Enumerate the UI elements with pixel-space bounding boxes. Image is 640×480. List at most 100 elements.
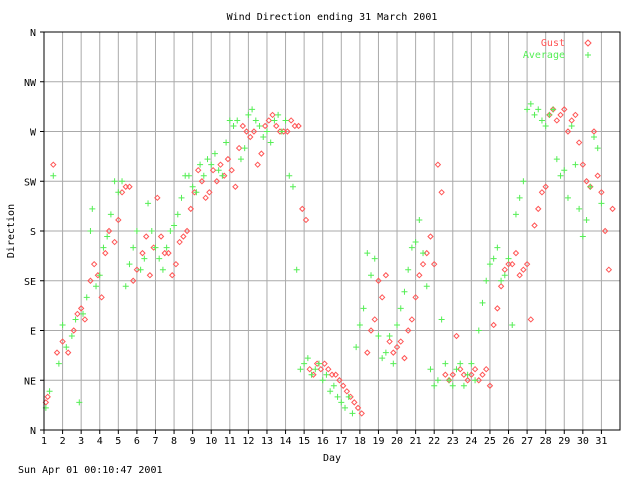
average-point xyxy=(163,244,170,251)
average-point xyxy=(301,360,308,367)
x-tick-label: 26 xyxy=(502,436,514,447)
average-point xyxy=(472,377,479,384)
average-point xyxy=(59,321,66,328)
x-tick-label: 13 xyxy=(261,436,273,447)
y-axis-label: Direction xyxy=(6,204,17,258)
gust-point xyxy=(538,189,546,196)
average-point xyxy=(498,277,505,284)
average-point xyxy=(256,122,263,129)
average-point xyxy=(126,261,133,268)
gust-point xyxy=(564,128,572,135)
legend-label-average: Average xyxy=(523,50,565,61)
average-point xyxy=(167,228,174,234)
average-point xyxy=(271,117,278,124)
average-point xyxy=(438,316,445,323)
average-point xyxy=(587,183,594,190)
average-point xyxy=(234,117,241,124)
gust-point xyxy=(306,365,313,373)
average-point xyxy=(386,333,393,340)
average-point xyxy=(520,178,527,185)
gust-point xyxy=(202,194,209,202)
gust-point xyxy=(416,272,423,279)
average-point xyxy=(509,321,516,328)
average-point xyxy=(349,410,356,417)
gust-point xyxy=(430,260,438,268)
average-point xyxy=(215,167,222,174)
x-tick-label: 25 xyxy=(484,436,496,447)
average-point xyxy=(546,111,553,118)
average-point xyxy=(579,233,586,240)
x-axis-label: Day xyxy=(323,453,341,464)
gust-point xyxy=(583,178,590,185)
average-point xyxy=(304,355,311,362)
gust-point xyxy=(213,178,221,185)
y-tick-label: SE xyxy=(24,277,36,288)
x-tick-label: 30 xyxy=(577,436,589,447)
average-point xyxy=(390,360,397,367)
average-point xyxy=(334,393,341,400)
gust-point xyxy=(404,327,412,334)
average-point xyxy=(115,189,122,196)
y-tick-label: NE xyxy=(24,376,36,387)
legend-marker-gust xyxy=(584,39,592,47)
x-tick-label: 3 xyxy=(78,436,84,447)
y-tick-label: N xyxy=(30,28,36,39)
gust-point xyxy=(408,316,416,323)
average-point xyxy=(561,167,568,174)
gust-point xyxy=(497,283,505,290)
average-point xyxy=(364,250,371,257)
data-points xyxy=(42,100,616,417)
average-point xyxy=(200,172,207,179)
x-tick-label: 6 xyxy=(134,436,140,447)
gust-point xyxy=(115,216,122,224)
average-point xyxy=(408,244,415,251)
average-point xyxy=(319,377,326,384)
gust-point xyxy=(486,382,494,389)
x-tick-label: 18 xyxy=(354,436,366,447)
average-point xyxy=(375,333,382,340)
gust-point xyxy=(228,166,235,174)
gust-point xyxy=(412,294,419,301)
gust-point xyxy=(142,233,150,240)
gust-point xyxy=(354,404,362,412)
x-tick-label: 14 xyxy=(280,436,292,447)
x-tick-label: 19 xyxy=(372,436,384,447)
average-point xyxy=(542,122,549,129)
gust-point xyxy=(321,360,328,367)
average-point xyxy=(538,117,545,124)
average-point xyxy=(327,388,334,395)
gust-point xyxy=(111,238,118,246)
average-point xyxy=(193,189,200,196)
gust-point xyxy=(157,233,165,240)
gust-point xyxy=(434,161,442,168)
average-point xyxy=(83,294,90,301)
gust-point xyxy=(579,161,587,168)
gust-point xyxy=(217,161,224,168)
gust-point xyxy=(464,377,471,384)
gust-point xyxy=(542,183,549,190)
x-tick-label: 20 xyxy=(391,436,403,447)
average-point xyxy=(308,371,315,378)
average-point xyxy=(501,272,508,279)
average-point xyxy=(130,244,137,251)
average-point xyxy=(55,360,62,367)
average-point xyxy=(464,371,471,378)
average-point xyxy=(516,194,523,201)
x-tick-label: 5 xyxy=(115,436,121,447)
average-point xyxy=(208,161,215,168)
x-tick-label: 17 xyxy=(335,436,347,447)
average-point xyxy=(145,200,152,207)
average-point xyxy=(293,266,300,273)
average-point xyxy=(46,388,53,395)
gust-point xyxy=(70,327,77,334)
average-point xyxy=(159,266,166,273)
average-point xyxy=(137,266,144,273)
gust-point xyxy=(81,316,89,323)
gust-point xyxy=(386,338,393,345)
gust-point xyxy=(339,382,347,389)
average-point xyxy=(87,228,94,234)
average-point xyxy=(557,172,564,179)
average-point xyxy=(527,100,534,107)
x-tick-label: 24 xyxy=(465,436,477,447)
